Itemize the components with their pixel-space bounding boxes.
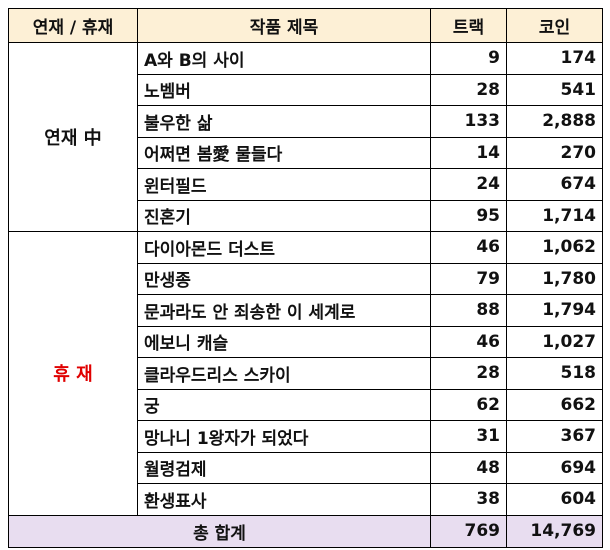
track-cell: 48 xyxy=(430,451,507,484)
coin-cell: 1,062 xyxy=(506,231,603,264)
coin-cell: 174 xyxy=(506,42,603,75)
coin-cell: 694 xyxy=(506,451,603,484)
table-row: 궁 62 662 xyxy=(9,388,603,421)
table-row: 망나니 1왕자가 되었다 31 367 xyxy=(9,420,603,453)
title-cell: 어쩌면 봄愛 물들다 xyxy=(137,136,431,169)
coin-cell: 662 xyxy=(506,388,603,421)
coin-cell: 604 xyxy=(506,483,603,516)
title-cell: 진혼기 xyxy=(137,199,431,232)
track-cell: 28 xyxy=(430,357,507,390)
coin-cell: 1,780 xyxy=(506,262,603,295)
track-cell: 31 xyxy=(430,420,507,453)
coin-cell: 270 xyxy=(506,136,603,169)
table-row: 휴 재 다이아몬드 더스트 46 1,062 xyxy=(8,231,603,516)
title-cell: 클라우드리스 스카이 xyxy=(137,357,431,390)
title-cell: 윈터필드 xyxy=(137,168,431,201)
coin-cell: 674 xyxy=(506,168,603,201)
total-track: 769 xyxy=(430,514,507,548)
track-cell: 14 xyxy=(430,136,507,169)
coin-cell: 518 xyxy=(506,357,603,390)
table-body: 연재 中 A와 B의 사이 9 174 노벰버 28 541 불우한 삶 133 2,888 어쩌면… xyxy=(8,42,603,548)
group-label: 연재 中 xyxy=(8,42,138,232)
total-coin: 14,769 xyxy=(506,514,603,548)
track-cell: 38 xyxy=(430,483,507,516)
total-row: 총 합계 769 14,769 xyxy=(8,514,603,548)
track-cell: 88 xyxy=(430,294,507,327)
track-cell: 46 xyxy=(430,231,507,264)
track-cell: 9 xyxy=(430,42,507,75)
coin-cell: 1,027 xyxy=(506,325,603,358)
header-cell: 연재 / 휴재 xyxy=(8,8,138,43)
header-cell: 코인 xyxy=(506,8,603,43)
header-cell: 트랙 xyxy=(430,8,507,43)
track-cell: 24 xyxy=(430,168,507,201)
coin-cell: 2,888 xyxy=(506,105,603,138)
title-cell: 문과라도 안 죄송한 이 세계로 xyxy=(137,294,431,327)
track-cell: 46 xyxy=(430,325,507,358)
title-cell: 다이아몬드 더스트 xyxy=(137,231,431,264)
header-cell: 작품 제목 xyxy=(137,8,431,43)
header-row: 연재 / 휴재 작품 제목 트랙 코인 xyxy=(8,8,603,43)
total-label: 총 합계 xyxy=(8,514,431,548)
table-row: 클라우드리스 스카이 28 518 xyxy=(9,357,603,390)
table-row: 연재 中 A와 B의 사이 9 174 xyxy=(8,42,603,232)
title-cell: 만생종 xyxy=(137,262,431,295)
track-cell: 79 xyxy=(430,262,507,295)
coin-cell: 541 xyxy=(506,73,603,106)
coin-cell: 1,714 xyxy=(506,199,603,232)
table-row: 노벰버 28 541 xyxy=(9,73,603,106)
track-cell: 28 xyxy=(430,73,507,106)
table-row: 윈터필드 24 674 xyxy=(9,168,603,201)
data-table: 연재 / 휴재 작품 제목 트랙 코인 연재 中 A와 B의 사이 9 174 노벰버 2… xyxy=(8,8,603,548)
group-label: 휴 재 xyxy=(8,231,138,516)
table-row: 어쩌면 봄愛 물들다 14 270 xyxy=(9,136,603,169)
title-cell: 불우한 삶 xyxy=(137,105,431,138)
track-cell: 95 xyxy=(430,199,507,232)
table-row: 불우한 삶 133 2,888 xyxy=(9,105,603,138)
title-cell: 노벰버 xyxy=(137,73,431,106)
title-cell: A와 B의 사이 xyxy=(137,42,431,75)
coin-cell: 1,794 xyxy=(506,294,603,327)
table-row: 만생종 79 1,780 xyxy=(9,262,603,295)
title-cell: 궁 xyxy=(137,388,431,421)
table-row: 문과라도 안 죄송한 이 세계로 88 1,794 xyxy=(9,294,603,327)
table-row: 진혼기 95 1,714 xyxy=(9,199,603,232)
title-cell: 에보니 캐슬 xyxy=(137,325,431,358)
track-cell: 62 xyxy=(430,388,507,421)
title-cell: 환생표사 xyxy=(137,483,431,516)
title-cell: 망나니 1왕자가 되었다 xyxy=(137,420,431,453)
track-cell: 133 xyxy=(430,105,507,138)
title-cell: 월령검제 xyxy=(137,451,431,484)
table-row: 에보니 캐슬 46 1,027 xyxy=(9,325,603,358)
coin-cell: 367 xyxy=(506,420,603,453)
